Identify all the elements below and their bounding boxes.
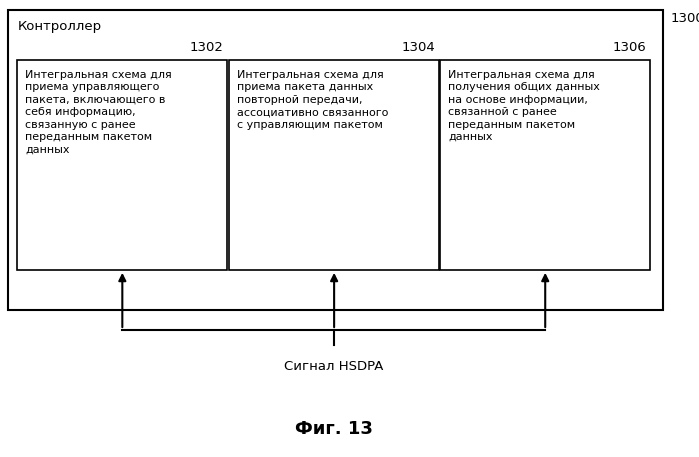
Bar: [8, 10, 663, 310]
Text: Фиг. 13: Фиг. 13: [295, 420, 373, 438]
Text: 1306: 1306: [612, 41, 646, 54]
Text: Интегральная схема для
получения общих данных
на основе информации,
связанной с : Интегральная схема для получения общих д…: [448, 70, 600, 142]
Bar: [440, 60, 650, 270]
Text: Интегральная схема для
приема управляющего
пакета, включающего в
себя информацию: Интегральная схема для приема управляюще…: [25, 70, 172, 154]
Text: 1300: 1300: [671, 12, 699, 25]
Text: 1302: 1302: [189, 41, 223, 54]
Bar: [17, 60, 227, 270]
Text: Сигнал HSDPA: Сигнал HSDPA: [284, 360, 384, 373]
Text: Контроллер: Контроллер: [18, 20, 102, 33]
Bar: [229, 60, 439, 270]
Text: Интегральная схема для
приема пакета данных
повторной передачи,
ассоциативно свя: Интегральная схема для приема пакета дан…: [237, 70, 389, 130]
Text: 1304: 1304: [401, 41, 435, 54]
